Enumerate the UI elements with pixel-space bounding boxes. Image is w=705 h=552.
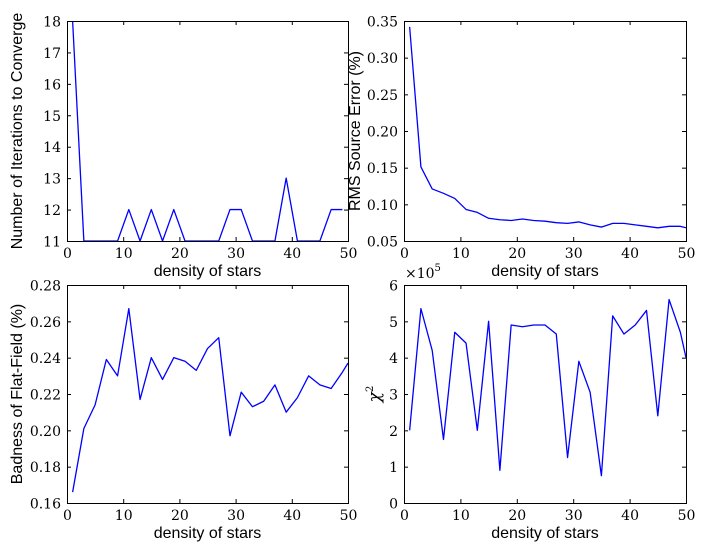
y-tick-label: 0.30 — [367, 51, 398, 67]
iterations-panel: 0 10 20 30 40 50 11 12 13 14 15 16 17 18 density of s… — [9, 13, 357, 280]
x-tick-label: 20 — [508, 246, 526, 262]
flat-field-panel: 0 10 20 30 40 500.160.180.200.220.240.260.28 … — [9, 279, 357, 543]
iterations-y-axis-label: Number of Iterations to Converge — [9, 13, 26, 250]
flat-field-ticks: 0 10 20 30 40 50 0.16 0.18 0.20 0.22 0.24 0.26 0.28 — [30, 279, 358, 525]
y-tick-label: 16 — [43, 77, 61, 93]
y-tick-label: 0.28 — [30, 279, 61, 295]
x-tick-label: 50 — [340, 508, 358, 524]
y-tick-label: 0.15 — [367, 161, 398, 177]
offset-exponent: 5 — [435, 263, 441, 274]
y-tick-label: 0.10 — [367, 198, 398, 214]
chi-symbol: χ — [365, 390, 385, 403]
x-tick-label: 20 — [171, 246, 189, 262]
y-tick-label: 0.26 — [30, 315, 61, 331]
y-tick-label: 1 — [389, 460, 398, 476]
y-tick-label: 0.24 — [30, 351, 61, 367]
x-tick-label: 30 — [565, 508, 583, 524]
flat-field-y-axis-label: Badness of Flat-Field (%) — [9, 304, 26, 485]
x-tick-label: 0 — [400, 246, 409, 262]
iterations-x-axis-label: density of stars — [154, 263, 262, 280]
x-tick-label: 10 — [115, 246, 133, 262]
y-tick-label: 0 — [389, 497, 398, 513]
x-tick-label: 30 — [227, 246, 245, 262]
chi-squared-ticks: 0 10 20 30 40 50 0 1 2 3 4 5 6 — [389, 279, 695, 525]
x-tick-label: 10 — [452, 508, 470, 524]
x-tick-label: 20 — [171, 508, 189, 524]
iterations-ticks: 0 10 20 30 40 50 11 12 13 14 15 16 17 18 — [43, 15, 357, 263]
y-tick-label: 15 — [43, 109, 61, 125]
y-tick-label: 6 — [389, 279, 398, 295]
y-tick-label: 13 — [43, 172, 61, 188]
y-tick-label: 0.20 — [30, 424, 61, 440]
x-tick-label: 10 — [115, 508, 133, 524]
chi-squared-offset-text: ×105 — [405, 263, 441, 282]
x-tick-label: 0 — [400, 508, 409, 524]
x-tick-label: 10 — [452, 246, 470, 262]
y-tick-label: 0.35 — [367, 15, 398, 31]
rms-error-ticks: 0 10 20 30 40 50 0.05 0.10 0.15 0.20 0.25 0.30 0.35 — [367, 15, 696, 263]
x-tick-label: 30 — [565, 246, 583, 262]
chi-squared-line — [408, 298, 686, 477]
x-tick-label: 30 — [227, 508, 245, 524]
y-tick-label: 17 — [43, 46, 61, 62]
y-tick-label: 11 — [43, 235, 61, 251]
flat-field-line — [71, 307, 348, 493]
y-tick-label: 0.05 — [367, 235, 398, 251]
y-tick-label: 3 — [389, 388, 398, 404]
x-tick-label: 0 — [63, 246, 72, 262]
iterations-frame — [67, 21, 349, 242]
x-tick-label: 50 — [340, 246, 358, 262]
x-tick-label: 40 — [621, 508, 639, 524]
y-tick-label: 0.20 — [367, 125, 398, 141]
rms-error-x-axis-label: density of stars — [491, 263, 599, 280]
y-tick-label: 0.25 — [367, 88, 398, 104]
x-tick-label: 50 — [678, 246, 696, 262]
chi-squared-x-axis-label: density of stars — [491, 525, 599, 542]
x-tick-label: 0 — [63, 508, 72, 524]
x-tick-label: 20 — [508, 508, 526, 524]
chi-squared-y-axis-label: χ2 — [365, 386, 385, 404]
chi-superscript: 2 — [365, 386, 376, 392]
y-tick-label: 0.18 — [30, 460, 61, 476]
y-tick-label: 12 — [43, 203, 61, 219]
x-tick-label: 50 — [678, 508, 696, 524]
x-tick-label: 40 — [283, 508, 301, 524]
rms-error-panel: 0 10 20 30 40 500.050.100.150.200.250.300.35 … — [347, 15, 695, 281]
y-tick-label: 0.16 — [30, 497, 61, 513]
y-tick-label: 5 — [389, 315, 398, 331]
flat-field-x-axis-label: density of stars — [154, 525, 262, 542]
y-tick-label: 18 — [43, 15, 61, 31]
rms-error-line — [408, 26, 686, 229]
offset-base: ×10 — [405, 266, 435, 282]
rms-error-y-axis-label: RMS Source Error (%) — [347, 51, 364, 211]
x-tick-label: 40 — [283, 246, 301, 262]
y-tick-label: 4 — [389, 351, 398, 367]
y-tick-label: 0.22 — [30, 388, 61, 404]
y-tick-label: 14 — [43, 140, 61, 156]
y-tick-label: 2 — [389, 424, 398, 440]
x-tick-label: 40 — [621, 246, 639, 262]
